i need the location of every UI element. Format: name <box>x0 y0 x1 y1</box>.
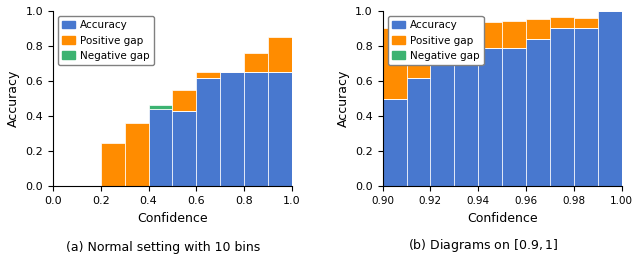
Bar <box>454 22 478 44</box>
Text: (b) Diagrams on $[0.9, 1]$: (b) Diagrams on $[0.9, 1]$ <box>408 237 558 254</box>
Bar <box>244 53 268 72</box>
Bar <box>431 60 454 186</box>
Y-axis label: Accuracy: Accuracy <box>337 70 349 127</box>
Bar <box>550 28 574 186</box>
Bar <box>100 143 125 186</box>
Bar <box>526 19 550 39</box>
Bar <box>220 72 244 186</box>
Bar <box>502 21 526 48</box>
Bar <box>148 109 172 186</box>
Bar <box>196 78 220 186</box>
Bar <box>550 17 574 28</box>
Text: (a) Normal setting with 10 bins: (a) Normal setting with 10 bins <box>66 241 260 254</box>
Bar <box>406 78 431 186</box>
X-axis label: Confidence: Confidence <box>137 212 208 225</box>
Bar <box>502 48 526 186</box>
Bar <box>172 90 196 111</box>
Bar <box>478 22 502 48</box>
Bar <box>172 111 196 186</box>
X-axis label: Confidence: Confidence <box>467 212 538 225</box>
Bar <box>526 39 550 186</box>
Bar <box>148 105 172 109</box>
Y-axis label: Accuracy: Accuracy <box>7 70 20 127</box>
Bar <box>574 28 598 186</box>
Legend: Accuracy, Positive gap, Negative gap: Accuracy, Positive gap, Negative gap <box>58 16 154 65</box>
Bar <box>268 72 292 186</box>
Bar <box>383 99 406 186</box>
Bar <box>383 28 406 99</box>
Bar <box>478 48 502 186</box>
Bar <box>574 18 598 28</box>
Bar <box>406 24 431 78</box>
Bar <box>268 37 292 72</box>
Legend: Accuracy, Positive gap, Negative gap: Accuracy, Positive gap, Negative gap <box>388 16 484 65</box>
Bar <box>431 24 454 60</box>
Bar <box>125 123 148 186</box>
Bar <box>454 44 478 186</box>
Bar <box>598 11 621 186</box>
Bar <box>196 72 220 78</box>
Bar <box>244 72 268 186</box>
